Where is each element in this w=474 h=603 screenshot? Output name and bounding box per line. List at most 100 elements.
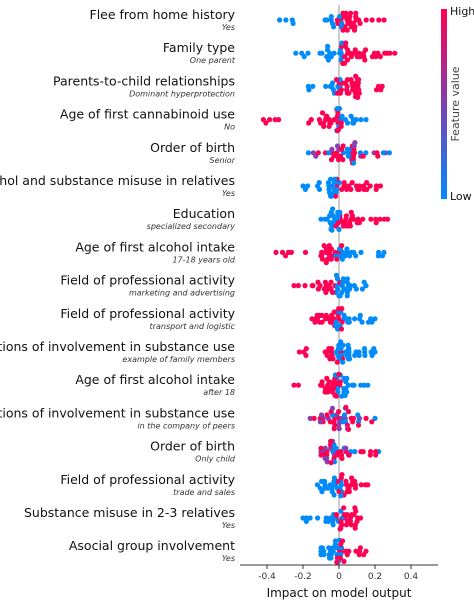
data-point [373,452,379,458]
data-point [322,445,328,451]
data-point [362,352,368,358]
data-point [302,186,308,192]
data-point [328,460,334,466]
data-point [333,511,339,518]
data-point [306,120,312,126]
colorbar-title: Feature value [449,66,462,141]
data-point [369,419,375,425]
data-point [279,249,286,255]
data-point [344,276,350,282]
data-point [319,319,325,325]
data-point [337,379,343,385]
data-point [309,316,315,322]
data-point [331,117,337,123]
data-point [328,14,334,20]
data-point [352,478,358,484]
data-point [344,223,350,229]
data-point [340,359,346,365]
data-point [377,183,383,189]
data-point [380,150,386,156]
data-point [344,57,351,63]
data-point [348,77,354,83]
data-point [371,346,377,352]
feature-value-label: in the company of peers [137,421,235,430]
data-point [362,482,368,488]
data-point [332,538,339,544]
data-point [323,312,329,318]
data-point [267,117,273,123]
data-point [329,227,335,233]
feature-name: Age of first alcohol intake [75,239,235,254]
data-point [337,90,343,96]
data-point [283,17,289,23]
data-point [345,426,352,432]
feature-value-label: Yes [222,189,235,198]
data-point [352,525,358,531]
colorbar-low-label: Low [450,190,472,203]
data-point [336,14,343,20]
data-point [365,382,371,388]
data-point [315,515,321,521]
data-point [351,27,358,33]
data-point [334,559,340,565]
data-point [291,283,297,289]
data-point [295,382,301,388]
data-point [305,50,311,56]
data-point [331,492,337,498]
data-point [329,405,335,411]
data-point [339,538,346,544]
data-point [334,359,340,365]
data-point [330,356,336,362]
data-point [373,186,379,192]
data-point [365,319,372,325]
data-point [307,515,313,521]
data-point [353,548,359,554]
feature-value-label: example of family members [122,355,235,364]
data-point [363,47,369,53]
data-point [338,326,345,332]
data-point [378,87,384,93]
data-point [372,316,378,322]
data-point [318,253,324,259]
data-point [328,193,335,199]
data-point [330,206,336,212]
data-point [364,180,370,186]
data-point [343,522,349,528]
data-point [316,180,322,186]
data-point [358,482,364,488]
data-point [379,253,386,259]
data-point [315,279,321,285]
data-point [343,40,349,46]
data-point [352,485,359,491]
data-point [334,128,340,134]
data-point [364,186,370,192]
data-point [331,426,337,432]
feature-name: Age of first cannabinoid use [60,107,235,122]
data-point [303,352,309,358]
data-point [325,57,331,63]
x-tick-label: 0.2 [368,572,382,582]
feature-value-label: Dominant hyperprotection [129,89,235,98]
data-point [377,54,383,60]
data-point [350,120,356,126]
data-point [306,87,312,93]
feature-value-label: Yes [222,521,235,530]
data-point [339,186,345,192]
data-point [359,286,365,292]
data-point [339,472,345,478]
data-point [358,249,364,255]
feature-value-label: No [224,123,235,132]
feature-value-label: specialized secondary [147,222,236,231]
data-point [290,20,296,26]
feature-name: Substance misuse in 2-3 relatives [24,505,235,520]
data-point [328,54,334,60]
data-point [341,312,347,318]
data-point [356,220,362,226]
data-point [319,379,325,385]
data-point [317,419,323,425]
feature-value-label: One parent [190,56,236,65]
data-point [352,47,358,53]
x-axis: -0.4 -0.2 0 0.2 0.4 [240,564,438,582]
data-point [349,511,355,518]
feature-name: Field of professional activity [60,472,235,487]
